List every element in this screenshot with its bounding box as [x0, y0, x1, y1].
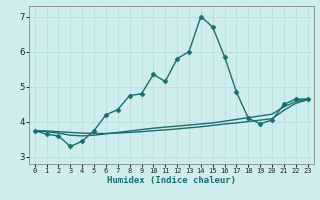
X-axis label: Humidex (Indice chaleur): Humidex (Indice chaleur)	[107, 176, 236, 185]
